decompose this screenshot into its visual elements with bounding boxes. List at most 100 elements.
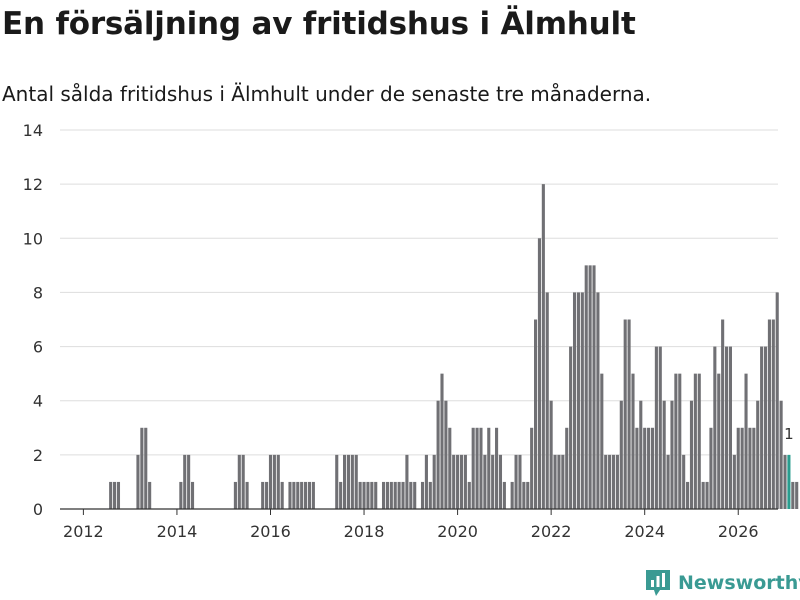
bar — [487, 427, 491, 509]
bar — [611, 454, 616, 509]
bar — [639, 400, 643, 509]
bar — [701, 481, 705, 509]
bar — [549, 400, 553, 509]
bar — [148, 481, 152, 509]
bar — [756, 400, 760, 509]
bar — [354, 454, 358, 509]
bar — [615, 454, 619, 509]
bar — [300, 481, 304, 509]
bar — [381, 481, 386, 509]
bar — [791, 481, 795, 509]
bar — [541, 184, 545, 509]
bar — [233, 481, 237, 509]
bar — [522, 481, 526, 509]
bar — [292, 481, 296, 509]
bar — [483, 454, 487, 509]
bar — [471, 427, 475, 509]
bar — [475, 427, 479, 509]
bar-annotation-label: 1 — [784, 425, 794, 443]
bar — [456, 454, 460, 509]
bar — [732, 454, 736, 509]
bar — [725, 346, 729, 509]
bar — [767, 319, 771, 509]
bar — [495, 427, 499, 509]
bar — [498, 454, 503, 509]
y-tick-label: 2 — [33, 446, 43, 465]
bar — [771, 319, 775, 509]
bar — [288, 481, 292, 509]
bar — [631, 373, 635, 509]
bar — [795, 481, 799, 509]
bar — [721, 319, 725, 509]
bar — [339, 481, 343, 509]
bar — [237, 454, 241, 509]
y-tick-label: 12 — [23, 175, 43, 194]
bar — [409, 481, 413, 509]
bar — [502, 481, 506, 509]
bar — [366, 481, 370, 509]
bar — [674, 373, 678, 509]
bar — [241, 454, 245, 509]
bar — [265, 481, 269, 509]
bar — [760, 346, 764, 509]
bar — [658, 346, 662, 509]
bar — [553, 454, 557, 509]
bar — [693, 373, 697, 509]
bar — [705, 481, 709, 509]
bar — [444, 400, 448, 509]
x-tick-label: 2022 — [531, 522, 572, 541]
bar — [748, 427, 752, 509]
bar — [584, 265, 588, 509]
bar — [744, 373, 748, 509]
bar — [113, 481, 117, 509]
bar — [116, 481, 121, 509]
bar — [650, 427, 655, 509]
bar — [393, 481, 397, 509]
bar — [358, 481, 362, 509]
bar — [713, 346, 717, 509]
bar — [296, 481, 300, 509]
chart-subtitle: Antal sålda fritidshus i Älmhult under d… — [2, 82, 652, 106]
bar — [343, 454, 347, 509]
bar — [588, 265, 592, 509]
bar — [311, 481, 315, 509]
y-tick-label: 0 — [33, 500, 43, 519]
bar — [370, 481, 374, 509]
bar — [459, 454, 464, 509]
bar — [572, 292, 577, 509]
bar — [557, 454, 561, 509]
bar — [604, 454, 608, 509]
bar — [272, 454, 276, 509]
bar — [140, 427, 144, 509]
bar — [763, 346, 768, 509]
bar — [530, 427, 534, 509]
bar — [686, 481, 690, 509]
bar — [467, 481, 471, 509]
bar — [405, 454, 409, 509]
x-tick-label: 2014 — [157, 522, 198, 541]
bar — [592, 265, 596, 509]
bar — [689, 400, 694, 509]
bar — [385, 481, 389, 509]
bar — [514, 454, 518, 509]
x-tick-label: 2016 — [250, 522, 291, 541]
bar — [662, 400, 666, 509]
bar — [183, 454, 187, 509]
y-tick-label: 10 — [23, 229, 43, 248]
bar — [526, 481, 530, 509]
bar — [752, 427, 756, 509]
bar — [779, 400, 783, 509]
bar — [643, 427, 647, 509]
bar — [717, 373, 721, 509]
bar — [374, 481, 378, 509]
bar — [362, 481, 366, 509]
bar — [479, 427, 483, 509]
bar — [261, 481, 265, 509]
bar — [576, 292, 580, 509]
bar — [537, 238, 541, 510]
x-tick-label: 2012 — [63, 522, 104, 541]
bar — [580, 292, 584, 509]
bar — [432, 454, 436, 509]
bar — [635, 427, 639, 509]
bar — [440, 373, 444, 509]
